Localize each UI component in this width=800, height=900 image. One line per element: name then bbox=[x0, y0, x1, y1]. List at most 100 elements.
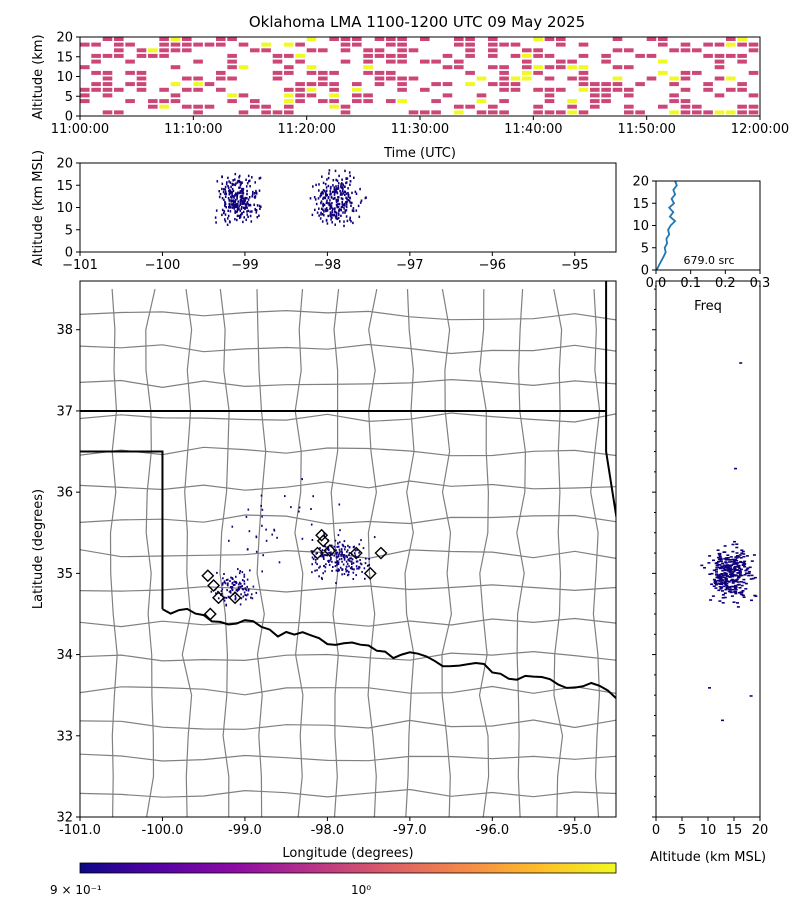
time-height-yticks: 0 5 10 15 20 bbox=[56, 31, 80, 125]
source-point bbox=[239, 582, 242, 585]
time-height-cell bbox=[624, 65, 634, 70]
time-height-cell bbox=[737, 87, 747, 92]
time-height-cell bbox=[488, 104, 498, 109]
source-point bbox=[314, 198, 317, 201]
source-point bbox=[350, 560, 352, 563]
source-point bbox=[229, 590, 232, 593]
time-height-cell bbox=[397, 53, 407, 58]
time-height-cell bbox=[91, 87, 101, 92]
source-point bbox=[340, 214, 342, 217]
source-point bbox=[335, 178, 337, 182]
time-height-cell bbox=[748, 42, 759, 47]
source-point bbox=[229, 206, 232, 209]
time-height-cell bbox=[306, 65, 317, 70]
source-point bbox=[723, 572, 727, 574]
source-point bbox=[724, 579, 728, 581]
source-point bbox=[221, 588, 224, 591]
time-height-cell bbox=[635, 82, 645, 87]
source-point bbox=[721, 602, 725, 604]
source-point bbox=[354, 549, 357, 552]
x-tick-label: 0.1 bbox=[680, 276, 701, 291]
source-point bbox=[309, 197, 312, 200]
source-point bbox=[246, 201, 249, 204]
time-height-cell bbox=[170, 42, 181, 47]
time-height-cell bbox=[601, 93, 611, 98]
source-point bbox=[732, 574, 736, 577]
time-height-cell bbox=[612, 82, 623, 87]
source-point bbox=[254, 195, 257, 198]
source-point bbox=[345, 555, 347, 558]
source-point bbox=[246, 189, 248, 193]
source-point bbox=[235, 589, 238, 592]
source-point bbox=[715, 565, 719, 567]
time-height-cell bbox=[499, 65, 509, 70]
county-border bbox=[219, 289, 230, 817]
time-height-cell bbox=[499, 76, 509, 81]
source-point bbox=[346, 197, 348, 201]
source-point bbox=[358, 551, 360, 554]
source-point bbox=[239, 191, 242, 194]
source-point bbox=[728, 565, 732, 568]
source-point bbox=[229, 580, 231, 582]
source-point bbox=[228, 203, 231, 206]
source-point bbox=[231, 587, 233, 590]
time-height-cell bbox=[601, 99, 611, 104]
source-point bbox=[728, 564, 732, 567]
time-height-cell bbox=[408, 76, 419, 81]
source-point bbox=[337, 205, 340, 209]
time-height-cell bbox=[363, 93, 373, 98]
source-point bbox=[228, 590, 231, 593]
source-point bbox=[733, 587, 737, 589]
time-height-cell bbox=[567, 65, 577, 70]
source-point bbox=[718, 573, 722, 576]
time-height-panel: 11:00:00 11:10:00 11:20:00 11:30:00 11:40:00… bbox=[31, 31, 789, 162]
time-height-cell bbox=[148, 53, 158, 58]
station-marker bbox=[316, 534, 330, 548]
source-point bbox=[229, 586, 232, 589]
source-point bbox=[719, 578, 723, 580]
source-point bbox=[733, 540, 736, 543]
source-point bbox=[349, 174, 351, 178]
source-point bbox=[344, 185, 346, 188]
source-point bbox=[373, 536, 376, 539]
source-point bbox=[740, 574, 744, 577]
time-height-xticks: 11:00:00 11:10:00 11:20:00 11:30:00 11:40:00… bbox=[51, 116, 789, 137]
source-point bbox=[349, 180, 352, 183]
time-height-cell bbox=[556, 37, 566, 41]
source-point bbox=[355, 560, 358, 563]
time-height-cell bbox=[227, 93, 237, 98]
time-height-cell bbox=[170, 82, 181, 87]
source-point bbox=[329, 199, 331, 202]
source-point bbox=[318, 207, 320, 210]
source-point bbox=[353, 568, 355, 571]
time-height-cell bbox=[726, 53, 736, 58]
source-point bbox=[239, 203, 241, 207]
source-point bbox=[223, 211, 225, 215]
time-height-cell bbox=[250, 48, 260, 53]
time-height-cell bbox=[658, 59, 668, 64]
source-point bbox=[721, 579, 725, 581]
source-point bbox=[320, 576, 323, 579]
x-tick-label: -97.0 bbox=[393, 823, 427, 838]
time-height-cell bbox=[182, 37, 192, 41]
time-height-cell bbox=[669, 99, 679, 104]
time-height-cell bbox=[340, 104, 351, 109]
source-point bbox=[330, 213, 332, 216]
time-height-cell bbox=[91, 59, 101, 64]
source-point bbox=[734, 558, 737, 561]
source-point bbox=[335, 201, 338, 204]
time-height-cell bbox=[284, 42, 294, 47]
lon-alt-points bbox=[214, 169, 367, 228]
source-point bbox=[227, 176, 229, 180]
time-height-cell bbox=[522, 76, 532, 81]
source-point bbox=[725, 580, 729, 582]
time-height-cell bbox=[227, 59, 237, 64]
source-point bbox=[230, 576, 232, 579]
source-point bbox=[718, 580, 722, 582]
source-point bbox=[323, 214, 325, 217]
source-point bbox=[245, 203, 248, 206]
source-point bbox=[344, 548, 346, 551]
source-point bbox=[340, 548, 343, 551]
station-marker bbox=[201, 569, 215, 583]
